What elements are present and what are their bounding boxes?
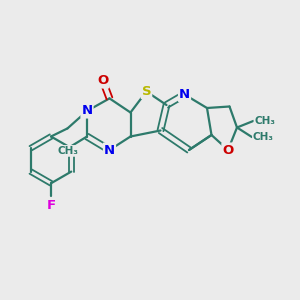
Text: N: N xyxy=(179,88,190,101)
Text: F: F xyxy=(46,199,56,212)
Text: CH₃: CH₃ xyxy=(254,116,275,126)
Text: S: S xyxy=(142,85,151,98)
Text: CH₃: CH₃ xyxy=(57,146,78,156)
Text: O: O xyxy=(97,74,109,88)
Text: N: N xyxy=(104,143,115,157)
Text: CH₃: CH₃ xyxy=(253,132,274,142)
Text: N: N xyxy=(81,104,93,118)
Text: O: O xyxy=(222,143,234,157)
